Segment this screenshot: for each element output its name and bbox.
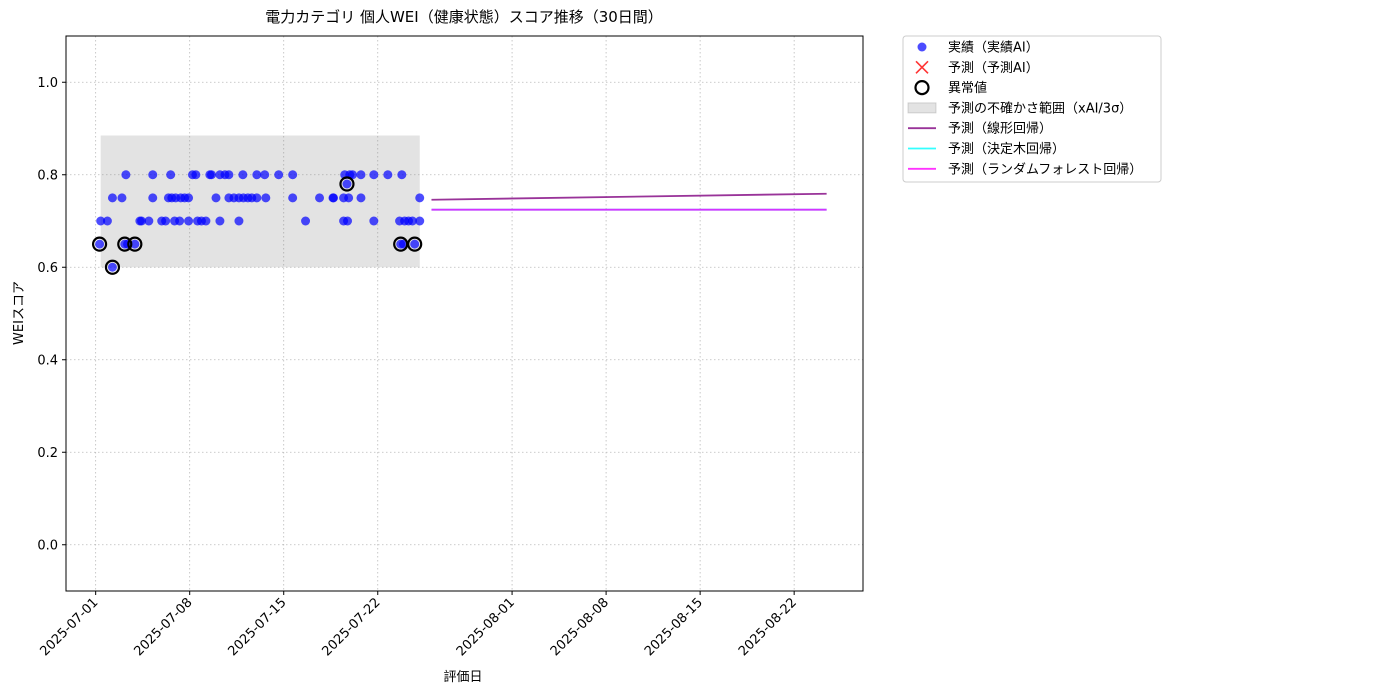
data-point [383, 170, 393, 180]
y-tick-label: 0.6 [37, 261, 58, 276]
legend-label: 予測（決定木回帰） [948, 141, 1065, 157]
anomaly-marker [104, 259, 121, 275]
y-tick-label: 0.4 [37, 353, 58, 368]
data-point [252, 193, 262, 203]
data-point [211, 193, 221, 203]
legend-label: 予測（予測AI） [948, 61, 1039, 76]
data-point [144, 216, 154, 226]
data-point [343, 216, 353, 226]
data-point [184, 193, 194, 203]
data-point [261, 193, 271, 203]
data-point [407, 216, 417, 226]
data-point [201, 216, 211, 226]
data-point [148, 170, 158, 180]
legend-label: 異常値 [948, 80, 987, 96]
y-tick-label: 0.2 [37, 446, 58, 461]
data-point [166, 170, 176, 180]
legend-symbol [907, 102, 937, 114]
data-point [95, 239, 105, 249]
data-point [191, 170, 201, 180]
data-point [369, 170, 379, 180]
y-tick-label: 0.0 [37, 538, 58, 553]
axes-frame [65, 35, 864, 592]
anomaly-marker [339, 176, 355, 192]
data-point [344, 193, 354, 203]
data-point [117, 193, 127, 203]
x-tick-label: 2025-08-08 [548, 595, 612, 659]
forecast-line [431, 192, 827, 201]
y-axis-label: WEIスコア [12, 281, 27, 345]
data-point [161, 216, 171, 226]
data-point [107, 262, 117, 272]
data-point [288, 193, 298, 203]
anomaly-marker [117, 236, 133, 252]
legend-label: 予測（ランダムフォレスト回帰） [948, 161, 1142, 177]
data-point [369, 216, 379, 226]
data-point [238, 170, 248, 180]
data-point [315, 193, 325, 203]
data-point [252, 170, 262, 180]
data-point [274, 170, 284, 180]
uncertainty-band [100, 135, 420, 268]
anomaly-marker [407, 236, 423, 252]
legend-label: 予測の不確かさ範囲（xAI/3σ） [948, 100, 1132, 116]
legend-symbol [917, 42, 927, 52]
data-point [130, 239, 140, 249]
x-tick-label: 2025-07-22 [320, 595, 384, 659]
x-tick-label: 2025-07-01 [37, 595, 101, 659]
data-point [415, 216, 425, 226]
anomaly-marker [127, 236, 143, 252]
x-tick-label: 2025-08-15 [642, 595, 706, 659]
anomaly-marker [91, 236, 108, 252]
y-tick-label: 0.8 [37, 168, 58, 183]
x-tick-label: 2025-07-15 [226, 595, 290, 659]
data-point [397, 170, 407, 180]
plot-area [91, 135, 827, 275]
data-point [301, 216, 311, 226]
legend-symbol [914, 79, 930, 96]
data-point [148, 193, 158, 203]
data-point [260, 170, 270, 180]
data-point [415, 193, 425, 203]
data-point [234, 216, 244, 226]
data-point [184, 216, 194, 226]
x-tick-label: 2025-08-22 [736, 595, 800, 659]
data-point [356, 193, 366, 203]
data-point [175, 216, 185, 226]
data-point [410, 239, 420, 249]
data-point [207, 170, 217, 180]
legend-label: 実績（実績AI） [948, 40, 1039, 56]
data-point [224, 170, 234, 180]
data-point [137, 216, 147, 226]
data-point [356, 170, 366, 180]
data-point [342, 179, 352, 189]
data-point [121, 170, 131, 180]
chart-title: 電力カテゴリ 個人WEI（健康状態）スコア推移（30日間） [265, 8, 663, 26]
grid [66, 36, 863, 591]
x-axis-label: 評価日 [443, 670, 482, 685]
legend-box [902, 35, 1162, 183]
x-tick-label: 2025-08-01 [454, 595, 518, 659]
legend-symbol [915, 60, 929, 74]
data-point [96, 216, 106, 226]
x-tick-label: 2025-07-08 [131, 595, 195, 659]
data-point [288, 170, 298, 180]
data-point [329, 193, 339, 203]
legend-label: 予測（線形回帰） [948, 121, 1052, 137]
y-tick-label: 1.0 [37, 76, 58, 91]
data-point [107, 193, 117, 203]
data-point [102, 216, 112, 226]
data-point [215, 216, 225, 226]
data-point [348, 170, 358, 180]
